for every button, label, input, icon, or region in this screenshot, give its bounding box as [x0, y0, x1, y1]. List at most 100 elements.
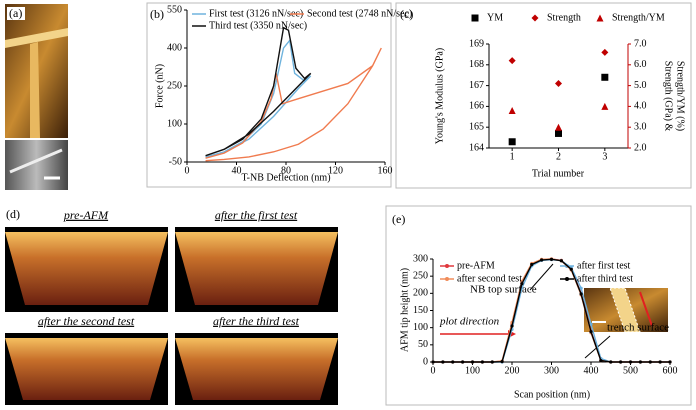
inset-image	[584, 287, 668, 333]
y-axis-title: Young's Modulus (GPa)	[434, 48, 445, 144]
legend-label: Second test (2748 nN/sec)	[307, 8, 412, 19]
marker	[601, 73, 609, 81]
point	[441, 360, 445, 364]
marker	[508, 138, 516, 146]
y-tick-label: 50	[418, 339, 428, 350]
series-line	[205, 38, 312, 158]
y-tick-label: 166	[469, 101, 484, 112]
x-tick-label: 200	[505, 365, 520, 376]
marker	[596, 14, 604, 22]
pillar	[30, 42, 40, 138]
point	[569, 267, 573, 271]
y-axis-title: Force (nN)	[154, 64, 165, 108]
y-tick-label: 300	[413, 253, 428, 264]
point	[461, 360, 465, 364]
marker	[531, 14, 539, 22]
x-tick-label: 100	[465, 365, 480, 376]
y-tick-label: 200	[413, 288, 428, 299]
afm-3d-image	[5, 227, 168, 312]
point	[648, 360, 652, 364]
panel-frame	[395, 2, 692, 189]
x-tick-label: 120	[328, 165, 343, 176]
y-tick-label: 167	[469, 80, 484, 91]
x-tick-label: 600	[663, 365, 678, 376]
legend-label: after first test	[577, 260, 631, 271]
annotation: trench surface	[607, 322, 669, 334]
point	[540, 258, 544, 262]
x-axis-title: T-NB Deflection (nm)	[241, 172, 330, 183]
panel-frame	[146, 2, 392, 188]
panel-label: (e)	[392, 212, 405, 226]
panel-label: (d)	[6, 207, 20, 221]
y-tick-label: 100	[167, 118, 182, 129]
y2-tick-label: 6.0	[634, 59, 647, 70]
marker	[471, 14, 479, 22]
legend-swatch	[445, 264, 449, 268]
point	[530, 262, 534, 267]
y2-axis-title: Strength (GPa) &	[663, 61, 674, 132]
y-tick-label: 150	[413, 305, 428, 316]
point	[619, 360, 623, 364]
afm-3d-image	[175, 227, 338, 312]
annotation: plot direction	[439, 316, 500, 328]
y-tick-label: 0	[423, 356, 428, 367]
y2-axis-title: Strength/YM (%)	[675, 61, 686, 131]
marker	[555, 129, 562, 137]
panel-label: (b)	[150, 7, 164, 21]
legend-label: First test (3126 nN/sec)	[209, 8, 303, 19]
point	[668, 360, 672, 364]
point	[510, 324, 514, 328]
annotation: NB top surface	[470, 284, 537, 296]
point	[520, 282, 524, 286]
y-tick-label: 400	[167, 42, 182, 53]
panel-label: (c)	[400, 7, 413, 21]
y-tick-label: 550	[167, 4, 182, 15]
point	[431, 360, 435, 364]
x-tick-label: 0	[185, 165, 190, 176]
caption: after the second test	[38, 314, 135, 328]
afm-3d-image	[175, 333, 338, 405]
sem-image	[5, 140, 68, 190]
panel-label: (a)	[9, 6, 22, 20]
x-tick-label: 0	[431, 365, 436, 376]
sem-beam	[9, 148, 63, 174]
y-tick-label: 100	[413, 322, 428, 333]
x-tick-label: 2	[556, 151, 561, 162]
caption: pre-AFM	[63, 208, 109, 222]
legend-label: after third test	[577, 273, 633, 284]
y-tick-label: 165	[469, 121, 484, 132]
legend-swatch	[565, 277, 569, 281]
point	[638, 360, 642, 364]
afm-3d-image	[5, 333, 168, 405]
x-tick-label: 40	[232, 165, 242, 176]
marker	[508, 57, 516, 65]
panel-a: (a)	[5, 4, 68, 190]
y-tick-label: 164	[469, 142, 484, 153]
y2-tick-label: 4.0	[634, 101, 647, 112]
x-tick-label: 160	[378, 165, 393, 176]
point	[470, 360, 475, 364]
point	[609, 360, 613, 364]
legend-label: Strength/YM	[612, 12, 665, 23]
y-tick-label: 250	[167, 80, 182, 91]
point	[579, 292, 583, 296]
y-axis-title: AFM tip height (nm)	[399, 268, 410, 352]
marker	[555, 80, 562, 88]
point	[451, 360, 455, 364]
y-tick-label: -50	[169, 156, 182, 167]
point	[589, 330, 593, 334]
series-line	[205, 47, 382, 162]
x-tick-label: 3	[602, 151, 607, 162]
y-tick-label: 168	[469, 59, 484, 70]
legend-label: after second test	[457, 273, 522, 284]
x-tick-label: 1	[510, 151, 515, 162]
label-bg	[7, 7, 25, 20]
x-axis-title: Scan position (nm)	[514, 389, 590, 400]
marker	[601, 102, 609, 110]
marker	[508, 107, 516, 115]
point	[500, 360, 504, 364]
x-axis-title: Trial number	[532, 168, 585, 179]
point	[658, 360, 662, 364]
point	[559, 259, 563, 263]
point	[589, 322, 593, 326]
